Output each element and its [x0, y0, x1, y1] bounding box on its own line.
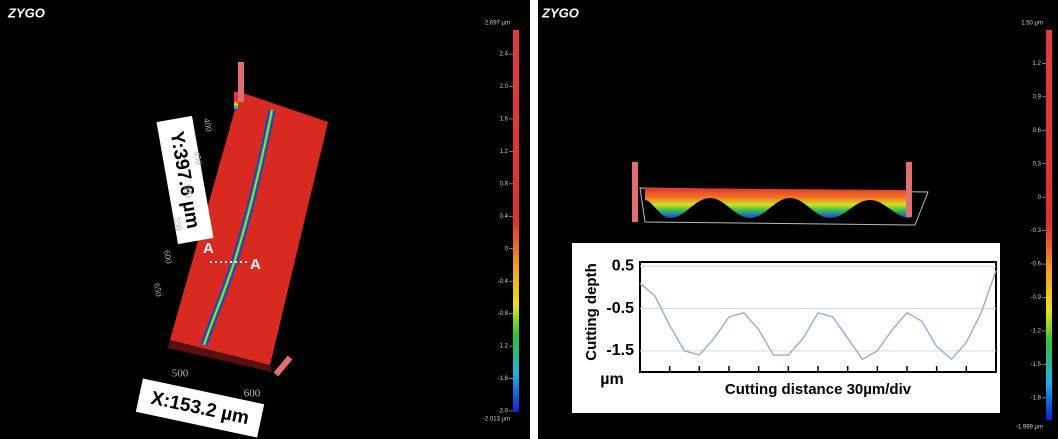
colorbar-tick-label: 2.0 [500, 84, 509, 90]
colorbar-max: 1.50 µm [1021, 21, 1043, 27]
section-3d [632, 162, 929, 226]
colorbar-tick-label: 0.4 [500, 214, 509, 220]
surface-tick-label: 450 [192, 150, 204, 166]
colorbar-tick-label: 0.6 [1033, 128, 1042, 134]
colorbar-tick-label: -1.2 [1031, 329, 1042, 335]
surface-tick-label: 500 [182, 183, 194, 199]
colorbar-tick-label: -0.8 [498, 311, 509, 317]
surface-tick-label: 600 [162, 249, 174, 265]
colorbar-tick-label: 1.6 [500, 117, 509, 123]
surface-3d [168, 62, 328, 377]
colorbar-tick-label: -0.6 [1031, 262, 1042, 268]
surface-tick-label: 400 [202, 117, 214, 133]
logo: ZYGO [541, 5, 579, 20]
colorbar-tick-label: -1.8 [1031, 395, 1042, 401]
surface-tick-label: 550 [172, 216, 184, 232]
colorbar-tick-label: -1.2 [498, 344, 509, 350]
y-label-box: Y:397.6 µm [156, 115, 214, 245]
surface-tick-label: 650 [152, 282, 164, 298]
colorbar-max: 2.697 µm [485, 21, 510, 27]
colorbar-tick-label: 0.8 [500, 181, 509, 187]
x-axis-label: Cutting distance 30µm/div [725, 381, 912, 398]
surface-tick-label: 600 [244, 388, 261, 400]
colorbar-tick-label: -1.6 [498, 376, 509, 382]
inset-chart [572, 243, 1000, 413]
colorbar-tick-label: 0 [1038, 195, 1042, 201]
colorbar [513, 30, 519, 412]
colorbar-tick-label: -1.5 [1031, 362, 1042, 368]
colorbar-tick-label: -0.3 [1031, 228, 1042, 234]
depth-line [639, 270, 997, 361]
colorbar-tick-label: 2.4 [500, 52, 509, 58]
colorbar-tick-label: 1.2 [500, 149, 509, 155]
y-tick-label: -0.5 [606, 300, 634, 317]
colorbar-tick-label: 0.3 [1033, 161, 1042, 167]
logo: ZYGO [7, 5, 45, 20]
y-tick-label: -1.5 [606, 342, 634, 359]
y-tick-label: 0.5 [612, 257, 634, 274]
colorbar-tick-label: 0.9 [1033, 94, 1042, 100]
section-label: A [203, 240, 214, 257]
y-unit: µm [600, 371, 623, 388]
colorbar-tick-label: 0 [505, 246, 509, 252]
colorbar-tick-label: 1.2 [1033, 61, 1042, 67]
surface-tick-label: 500 [172, 368, 189, 380]
colorbar-min: -1.999 µm [1016, 425, 1043, 431]
section-label: A [250, 256, 261, 273]
y-axis-label: Cutting depth [583, 263, 600, 360]
colorbar-tick-label: -0.9 [1031, 295, 1042, 301]
colorbar-tick-label: -0.4 [498, 279, 509, 285]
colorbar [1046, 30, 1052, 420]
colorbar-tick-label: -2.0 [498, 409, 509, 415]
colorbar-min: -2.013 µm [483, 417, 510, 423]
